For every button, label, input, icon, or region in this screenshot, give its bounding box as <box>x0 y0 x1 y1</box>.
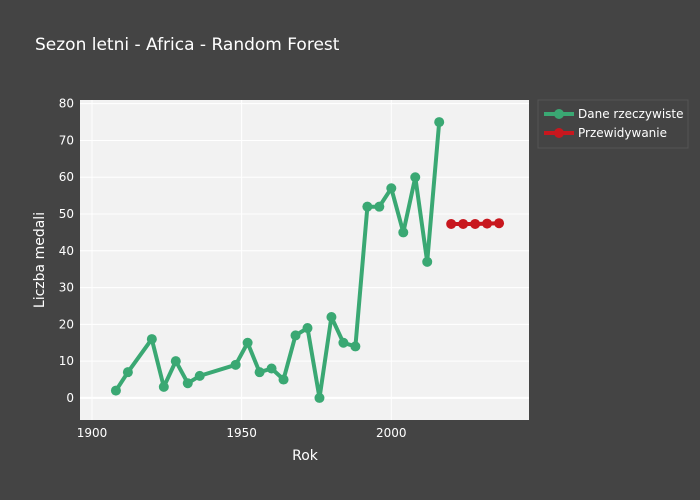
legend-item[interactable]: Dane rzeczywiste <box>544 107 684 121</box>
series-layer <box>110 117 505 403</box>
x-axis-title: Rok <box>292 448 319 464</box>
y-tick-label: 80 <box>59 97 74 111</box>
y-tick-label: 40 <box>59 244 74 258</box>
y-tick-label: 0 <box>66 391 74 405</box>
data-point[interactable] <box>170 356 181 367</box>
data-point[interactable] <box>122 367 133 378</box>
legend-swatch-marker <box>554 109 564 119</box>
x-tick-label: 1900 <box>77 426 108 440</box>
legend-label: Przewidywanie <box>578 126 667 140</box>
x-tick-label: 1950 <box>226 426 257 440</box>
data-point[interactable] <box>446 218 457 229</box>
data-point[interactable] <box>410 172 421 183</box>
legend-box <box>537 99 689 149</box>
data-point[interactable] <box>266 363 277 374</box>
data-point[interactable] <box>374 201 385 212</box>
data-point[interactable] <box>290 330 301 341</box>
y-tick-label: 20 <box>59 317 74 331</box>
data-point[interactable] <box>254 367 265 378</box>
plot-area <box>80 100 529 420</box>
grid <box>80 100 529 420</box>
data-point[interactable] <box>194 370 205 381</box>
data-point[interactable] <box>278 374 289 385</box>
data-point[interactable] <box>434 117 445 128</box>
data-point[interactable] <box>470 218 481 229</box>
y-tick-label: 30 <box>59 281 74 295</box>
data-point[interactable] <box>182 378 193 389</box>
y-tick-label: 60 <box>59 170 74 184</box>
legend: Dane rzeczywiste Przewidywanie <box>537 99 689 149</box>
data-point[interactable] <box>314 392 325 403</box>
series-2 <box>446 218 505 229</box>
y-tick-label: 10 <box>59 354 74 368</box>
data-point[interactable] <box>494 218 505 229</box>
data-point[interactable] <box>398 227 409 238</box>
data-point[interactable] <box>422 256 433 267</box>
axis-ticks: 0 10 20 30 40 50 60 70 80 1900 1950 2000 <box>59 97 407 440</box>
x-tick-label: 2000 <box>376 426 407 440</box>
y-axis-title: Liczba medali <box>32 212 48 308</box>
data-point[interactable] <box>146 334 157 345</box>
chart-title: Sezon letni - Africa - Random Forest <box>35 35 340 55</box>
legend-item[interactable]: Przewidywanie <box>544 126 667 140</box>
data-point[interactable] <box>386 183 397 194</box>
data-point[interactable] <box>338 337 349 348</box>
y-tick-label: 50 <box>59 207 74 221</box>
data-point[interactable] <box>362 201 373 212</box>
data-point[interactable] <box>326 312 337 323</box>
series-1 <box>110 117 445 403</box>
data-point[interactable] <box>458 218 469 229</box>
data-point[interactable] <box>242 337 253 348</box>
data-point[interactable] <box>350 341 361 352</box>
data-point[interactable] <box>158 381 169 392</box>
y-tick-label: 70 <box>59 133 74 147</box>
legend-swatch-marker <box>554 128 564 138</box>
data-point[interactable] <box>110 385 121 396</box>
data-point[interactable] <box>230 359 241 370</box>
data-point[interactable] <box>302 323 313 334</box>
data-point[interactable] <box>482 218 493 229</box>
legend-label: Dane rzeczywiste <box>578 107 684 121</box>
